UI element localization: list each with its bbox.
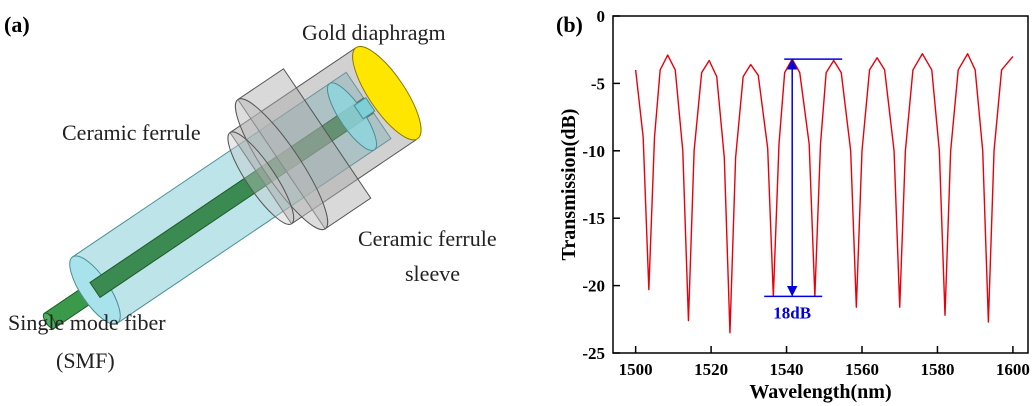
label-sleeve: sleeve <box>405 261 460 286</box>
panel-label: (b) <box>556 12 583 37</box>
y-tick-label: -5 <box>591 74 605 93</box>
x-axis-title: Wavelength(nm) <box>749 381 891 403</box>
label-diaphragm: Gold diaphragm <box>302 20 446 45</box>
plot-frame <box>613 16 1028 353</box>
series-line <box>636 54 1013 333</box>
y-tick-label: 0 <box>597 7 606 26</box>
y-tick-label: -25 <box>582 344 605 363</box>
x-tick-label: 1580 <box>920 360 954 379</box>
label-fiber: Single mode fiber <box>8 310 166 335</box>
annotation-text: 18dB <box>773 303 811 322</box>
figure: (a) Gold diaphragm Ceramic ferrule Ceram… <box>0 0 1035 406</box>
label-ferrule: Ceramic ferrule <box>62 120 201 145</box>
diagram: (a) Gold diaphragm Ceramic ferrule Ceram… <box>2 12 496 388</box>
x-tick-label: 1520 <box>694 360 728 379</box>
label-fiber: (SMF) <box>56 348 115 373</box>
y-tick-label: -20 <box>582 277 605 296</box>
label-sleeve: Ceramic ferrule <box>358 226 497 251</box>
x-tick-label: 1500 <box>619 360 653 379</box>
x-tick-label: 1560 <box>845 360 879 379</box>
chart: (b) Wavelength(nm) Transmission(dB) 0 -5 -10 -… <box>556 7 1030 403</box>
x-tick-label: 1540 <box>770 360 804 379</box>
panel-label: (a) <box>4 12 30 37</box>
y-tick-label: -15 <box>582 209 605 228</box>
y-axis-title: Transmission(dB) <box>558 109 580 261</box>
y-tick-label: -10 <box>582 142 605 161</box>
x-tick-label: 1600 <box>996 360 1030 379</box>
